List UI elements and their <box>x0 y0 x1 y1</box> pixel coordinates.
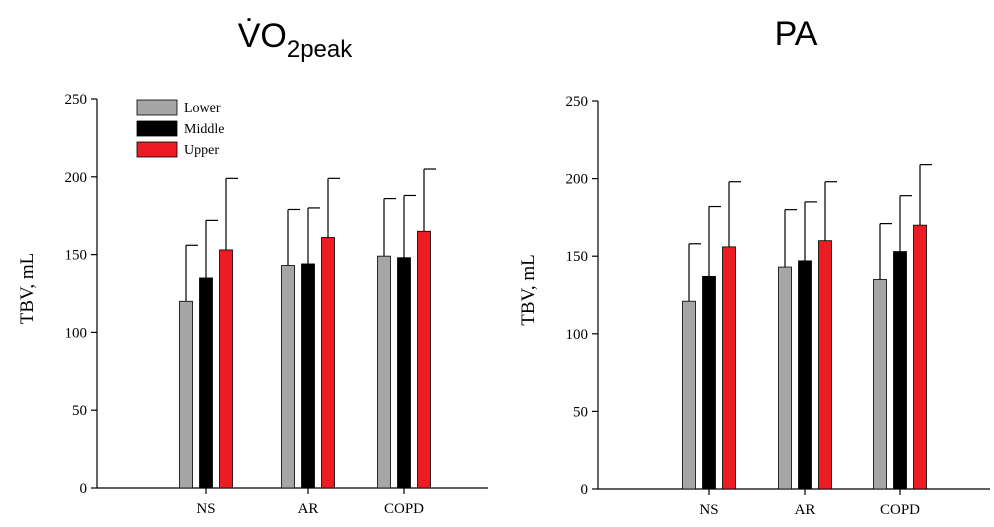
bar-upper-ns <box>722 246 736 490</box>
y-tick-label: 50 <box>72 403 87 419</box>
chart-title-main: V̇O <box>238 17 287 55</box>
y-tick-label: 250 <box>65 92 88 108</box>
y-tick-label: 100 <box>566 327 589 343</box>
x-tick-label: COPD <box>880 502 920 518</box>
chart-title-subscript: 2peak <box>287 36 353 63</box>
legend-label: Upper <box>184 143 219 158</box>
chart-title-main: PA <box>775 15 818 53</box>
bar-middle-copd <box>397 257 411 489</box>
bar-lower-ns <box>179 300 193 489</box>
legend-swatch-upper <box>136 141 178 158</box>
y-tick-label: 150 <box>65 248 88 264</box>
legend: Lower Middle Upper <box>136 99 224 158</box>
y-tick-label: 150 <box>566 249 589 265</box>
y-axis-label: TBV, mL <box>518 254 539 325</box>
chart-title: V̇O2peak <box>238 17 354 63</box>
bar-upper-ns <box>219 249 233 489</box>
bar-lower-ns <box>682 300 696 490</box>
bar-middle-copd <box>893 251 907 490</box>
bar-upper-copd <box>417 230 431 489</box>
bar-middle-ns <box>199 277 213 489</box>
y-tick-label: 200 <box>65 170 88 186</box>
y-tick-label: 100 <box>65 325 88 341</box>
legend-label: Lower <box>184 101 221 116</box>
bar-upper-copd <box>913 224 927 490</box>
chart-pa: PA 0 50 100 150 200 250 TBV, mL NS AR COPD <box>518 15 990 518</box>
y-axis-label: TBV, mL <box>17 253 38 324</box>
y-tick-label: 250 <box>566 94 589 110</box>
x-tick-label: NS <box>699 502 718 518</box>
x-tick-label: AR <box>795 502 816 518</box>
bar-upper-ar <box>818 240 832 490</box>
bar-upper-ar <box>321 237 335 489</box>
legend-swatch-middle <box>136 120 178 137</box>
x-tick-label: COPD <box>384 501 424 517</box>
legend-swatch-lower <box>136 99 178 116</box>
y-tick-label: 0 <box>80 481 88 497</box>
y-tick-label: 200 <box>566 172 589 188</box>
y-tick-label: 50 <box>573 404 588 420</box>
bar-lower-ar <box>281 265 295 489</box>
y-tick-label: 0 <box>581 482 589 498</box>
x-tick-label: NS <box>196 501 215 517</box>
chart-vo2peak: V̇O2peak 0 50 100 150 200 250 TBV, mL NS AR COPD Lo… <box>17 17 488 517</box>
bar-lower-ar <box>778 266 792 490</box>
bar-lower-copd <box>873 279 887 490</box>
x-tick-label: AR <box>298 501 319 517</box>
bar-middle-ar <box>798 260 812 490</box>
bar-middle-ar <box>301 263 315 489</box>
bar-middle-ns <box>702 275 716 490</box>
legend-label: Middle <box>184 122 224 137</box>
chart-title: PA <box>775 15 818 53</box>
bar-lower-copd <box>377 255 391 489</box>
